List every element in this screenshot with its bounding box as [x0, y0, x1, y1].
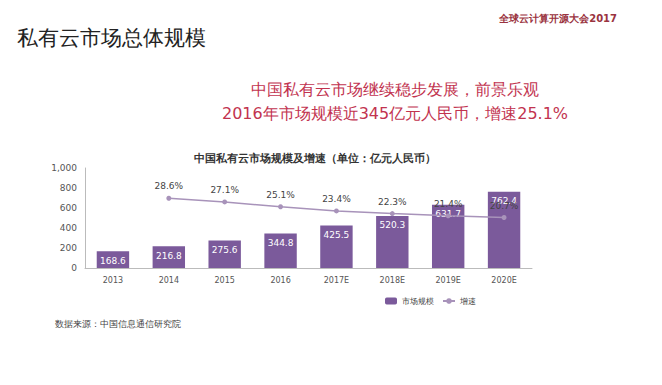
svg-text:520.3: 520.3: [379, 220, 405, 230]
svg-text:425.5: 425.5: [324, 230, 350, 240]
svg-text:中国私有云市场规模及增速（单位：亿元人民币）: 中国私有云市场规模及增速（单位：亿元人民币）: [194, 152, 436, 165]
svg-text:2016年市场规模近345亿元人民币，增速25.1%: 2016年市场规模近345亿元人民币，增速25.1%: [222, 104, 568, 123]
svg-text:2018E: 2018E: [380, 276, 405, 285]
svg-text:216.8: 216.8: [156, 251, 182, 261]
svg-text:2015: 2015: [215, 276, 235, 285]
svg-text:2016: 2016: [270, 276, 290, 285]
svg-text:市场规模: 市场规模: [402, 297, 434, 306]
svg-text:27.1%: 27.1%: [210, 185, 239, 195]
svg-text:344.8: 344.8: [268, 238, 294, 248]
svg-text:23.4%: 23.4%: [322, 194, 351, 204]
svg-text:20.7%: 20.7%: [490, 201, 519, 211]
svg-text:数据来源：中国信息通信研究院: 数据来源：中国信息通信研究院: [55, 319, 181, 329]
svg-text:631.7: 631.7: [435, 209, 461, 219]
svg-text:22.3%: 22.3%: [378, 197, 407, 207]
svg-text:增速: 增速: [459, 297, 476, 306]
svg-text:私有云市场总体规模: 私有云市场总体规模: [17, 26, 206, 50]
svg-text:2014: 2014: [159, 276, 179, 285]
svg-text:2019E: 2019E: [435, 276, 460, 285]
svg-text:800: 800: [60, 183, 77, 193]
svg-text:25.1%: 25.1%: [266, 190, 295, 200]
svg-text:600: 600: [60, 203, 77, 213]
svg-text:全球云计算开源大会2017: 全球云计算开源大会2017: [498, 13, 617, 24]
svg-text:2020E: 2020E: [491, 276, 516, 285]
svg-text:21.4%: 21.4%: [434, 199, 463, 209]
svg-text:2013: 2013: [103, 276, 123, 285]
svg-text:168.6: 168.6: [100, 256, 126, 266]
svg-text:2017E: 2017E: [324, 276, 349, 285]
svg-text:275.6: 275.6: [212, 245, 238, 255]
svg-text:1,000: 1,000: [51, 163, 77, 173]
svg-text:中国私有云市场继续稳步发展，前景乐观: 中国私有云市场继续稳步发展，前景乐观: [251, 80, 539, 99]
svg-text:28.6%: 28.6%: [155, 181, 184, 191]
svg-text:400: 400: [60, 223, 77, 233]
svg-text:0: 0: [71, 263, 77, 273]
svg-text:200: 200: [60, 243, 77, 253]
